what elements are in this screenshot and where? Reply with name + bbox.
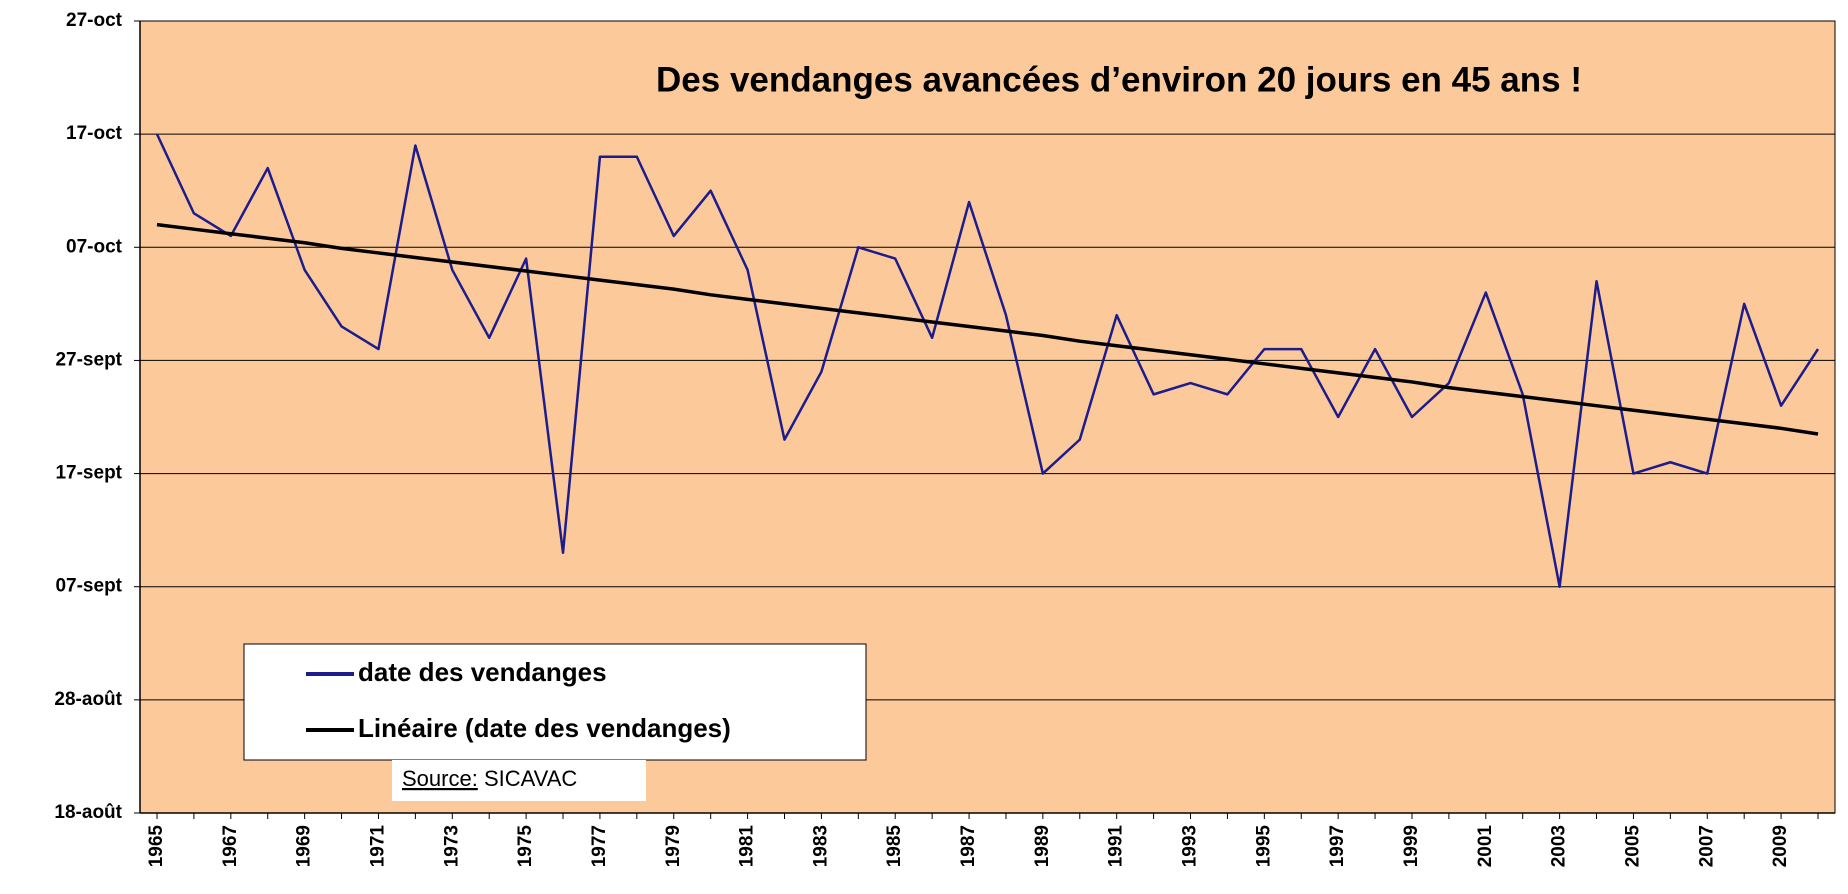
series-line xyxy=(156,222,1819,436)
y-tick-label: 27-oct xyxy=(66,10,123,31)
x-tick-label: 1989 xyxy=(1032,825,1053,867)
legend-label: date des vendanges xyxy=(358,657,607,687)
x-tick-label: 1983 xyxy=(810,825,831,867)
x-tick-label: 1973 xyxy=(441,825,462,867)
x-tick-label: 1985 xyxy=(884,825,905,868)
x-tick-label: 1979 xyxy=(663,825,684,867)
x-tick-label: 1993 xyxy=(1180,825,1201,867)
x-tick-label: 1967 xyxy=(220,825,241,867)
source-label: Source: xyxy=(402,766,478,791)
series-line xyxy=(155,133,1820,588)
x-tick-label: 1969 xyxy=(294,825,315,867)
x-tick-label: 1965 xyxy=(146,825,167,868)
x-tick-label: 1971 xyxy=(367,825,388,868)
chart-title: Des vendanges avancées d’environ 20 jour… xyxy=(656,60,1582,99)
source-box xyxy=(392,760,646,801)
x-tick-label: 1991 xyxy=(1106,825,1127,868)
y-tick-label: 28-août xyxy=(54,689,122,710)
x-tick-label: 1981 xyxy=(737,825,758,868)
x-tick-label: 1997 xyxy=(1327,825,1348,867)
x-tick-label: 1999 xyxy=(1401,825,1422,867)
x-tick-label: 2003 xyxy=(1549,825,1570,867)
y-tick-label: 07-oct xyxy=(66,236,123,257)
y-tick-label: 27-sept xyxy=(55,349,122,370)
x-tick-label: 2001 xyxy=(1475,825,1496,868)
x-tick-label: 2009 xyxy=(1770,825,1791,867)
y-tick-label: 17-sept xyxy=(55,463,122,484)
x-tick-label: 1977 xyxy=(589,825,610,867)
x-tick-label: 2007 xyxy=(1696,825,1717,867)
legend-label: Linéaire (date des vendanges) xyxy=(358,713,731,743)
source: Source: SICAVAC xyxy=(402,766,577,791)
x-tick-label: 1975 xyxy=(515,825,536,868)
x-tick-label: 2005 xyxy=(1622,825,1643,868)
y-tick-label: 07-sept xyxy=(55,576,122,597)
x-tick-label: 1987 xyxy=(958,825,979,867)
y-tick-label: 17-oct xyxy=(66,123,123,144)
x-tick-label: 1995 xyxy=(1253,825,1274,868)
y-tick-label: 18-août xyxy=(54,802,122,823)
source-text: SICAVAC xyxy=(484,766,577,791)
